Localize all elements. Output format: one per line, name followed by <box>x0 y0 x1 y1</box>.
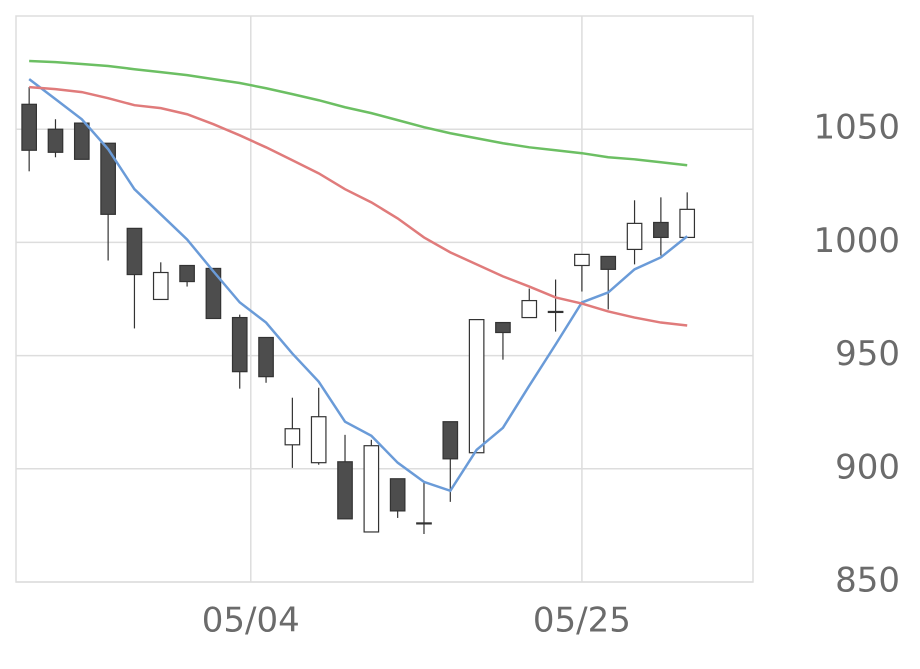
candle-body <box>574 253 590 267</box>
candle-body <box>179 264 195 283</box>
candle-body <box>310 416 327 464</box>
x-tick-label: 05/25 <box>533 601 631 641</box>
candle-body <box>152 271 169 301</box>
candle-body <box>337 461 353 520</box>
candle-body <box>600 255 617 270</box>
candle-body <box>495 321 511 334</box>
candle-body <box>679 208 696 239</box>
candle-body <box>468 319 485 454</box>
candle-body <box>547 310 564 314</box>
candle-body <box>100 142 116 215</box>
y-tick-label: 950 <box>835 334 900 374</box>
moving-average <box>29 59 688 167</box>
candle-body <box>389 478 406 512</box>
candle-body <box>73 122 90 160</box>
candle-body <box>653 221 669 239</box>
moving-average <box>28 78 688 493</box>
moving-average <box>29 85 688 327</box>
y-tick-label: 850 <box>835 561 900 601</box>
plot-frame <box>15 15 754 583</box>
x-tick-label: 05/04 <box>202 601 300 641</box>
y-tick-label: 1000 <box>813 221 900 261</box>
candle-body <box>231 316 248 373</box>
candle-body <box>126 227 143 276</box>
candle-body <box>416 522 432 525</box>
y-tick-label: 900 <box>835 447 900 487</box>
y-tick-label: 1050 <box>813 108 900 148</box>
candle-body <box>626 222 643 251</box>
candle-body <box>47 128 64 153</box>
candle-body <box>442 421 459 460</box>
candle-body <box>21 103 37 151</box>
candle-body <box>205 267 222 320</box>
candle-body <box>258 336 274 378</box>
candle-body <box>521 299 538 319</box>
candle-body <box>284 428 301 446</box>
candle-body <box>363 445 380 533</box>
